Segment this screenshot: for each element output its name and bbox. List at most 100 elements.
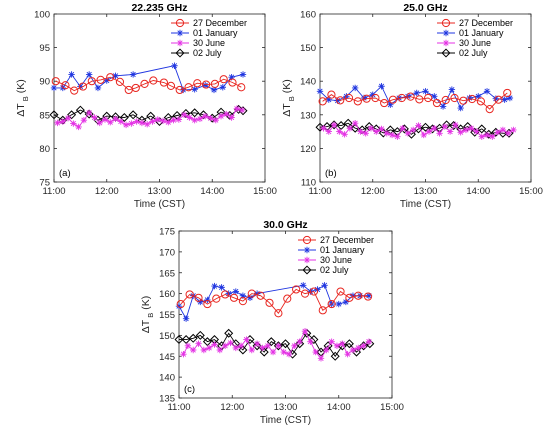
data-point: [351, 120, 359, 127]
data-point: [473, 128, 480, 135]
data-point: [468, 125, 475, 132]
data-point: [243, 336, 250, 343]
data-point: [265, 298, 274, 307]
data-point: [346, 125, 354, 132]
data-point: [330, 121, 338, 129]
series-30-june: [54, 105, 246, 131]
data-point: [489, 133, 496, 140]
y-tick-label: 175: [159, 227, 175, 238]
data-point: [483, 88, 491, 95]
data-point: [477, 124, 487, 134]
data-point: [50, 84, 58, 92]
data-point: [228, 73, 235, 81]
legend-marker: [441, 48, 451, 58]
y-tick-label: 165: [159, 268, 175, 279]
data-point: [80, 116, 88, 124]
data-point: [371, 93, 380, 103]
data-point: [404, 93, 412, 100]
data-point: [204, 296, 211, 304]
data-point: [180, 111, 188, 118]
data-point: [336, 96, 345, 105]
data-point: [492, 95, 500, 102]
data-point: [422, 88, 429, 95]
data-point: [200, 346, 208, 354]
data-point: [483, 131, 491, 139]
data-point: [176, 299, 185, 309]
legend-marker: [441, 18, 451, 28]
data-point: [223, 110, 230, 118]
data-point: [59, 118, 66, 125]
data-point: [300, 289, 310, 298]
data-point: [212, 294, 221, 303]
data-point: [77, 83, 84, 90]
data-point: [51, 77, 60, 86]
data-point: [128, 110, 138, 120]
data-point: [149, 76, 158, 85]
data-point: [395, 94, 403, 102]
data-point: [355, 344, 362, 352]
data-point: [378, 125, 385, 133]
data-point: [367, 125, 375, 132]
data-point: [101, 116, 109, 123]
y-tick-label: 170: [159, 247, 175, 258]
data-point: [329, 120, 339, 130]
data-point: [291, 342, 298, 350]
y-tick-label: 150: [159, 331, 175, 342]
data-point: [318, 306, 327, 315]
data-point: [397, 93, 406, 103]
plot-area: [53, 13, 266, 183]
data-point: [307, 338, 314, 345]
data-point: [342, 298, 350, 306]
series-27-december: [176, 285, 373, 318]
x-tick-label: 13:00: [148, 186, 172, 197]
data-point: [330, 351, 340, 361]
legend-marker: [175, 18, 185, 28]
data-point: [431, 125, 438, 132]
y-tick-label: 120: [300, 144, 316, 155]
data-point: [219, 84, 226, 91]
data-point: [129, 71, 137, 78]
data-point: [354, 291, 363, 300]
data-point: [112, 115, 119, 123]
data-point: [229, 293, 239, 302]
data-point: [181, 108, 191, 118]
legend-label: 30 June: [459, 38, 491, 48]
data-point: [349, 292, 357, 299]
data-point: [140, 79, 149, 88]
data-point: [216, 346, 224, 354]
x-tick-label: 14:00: [200, 186, 224, 197]
x-tick-label: 13:00: [414, 186, 438, 197]
data-point: [388, 131, 396, 139]
data-point: [232, 344, 239, 352]
series-line: [178, 284, 369, 320]
y-tick-label: 140: [300, 77, 316, 88]
data-point: [112, 72, 119, 80]
panel-label: (b): [325, 168, 337, 179]
data-point: [325, 128, 332, 135]
legend-marker: [442, 39, 450, 47]
data-point: [232, 288, 239, 295]
x-axis-label: Time (CST): [260, 415, 311, 426]
data-point: [334, 97, 341, 104]
data-point: [325, 96, 332, 103]
data-point: [165, 118, 172, 126]
data-point: [96, 119, 103, 127]
y-tick-label: 150: [300, 43, 316, 54]
data-point: [399, 125, 406, 132]
legend-label: 30 June: [193, 38, 225, 48]
data-point: [309, 287, 318, 296]
legend-marker: [176, 39, 184, 47]
data-point: [159, 117, 167, 125]
data-point: [446, 128, 454, 135]
data-point: [239, 71, 247, 78]
data-point: [280, 348, 287, 356]
data-point: [269, 348, 277, 356]
x-tick-label: 11:00: [308, 186, 331, 197]
data-point: [275, 342, 282, 350]
data-point: [476, 97, 485, 106]
data-point: [341, 131, 348, 138]
y-tick-label: 80: [39, 144, 50, 155]
data-point: [70, 86, 79, 95]
data-point: [431, 93, 438, 100]
data-point: [345, 293, 354, 302]
